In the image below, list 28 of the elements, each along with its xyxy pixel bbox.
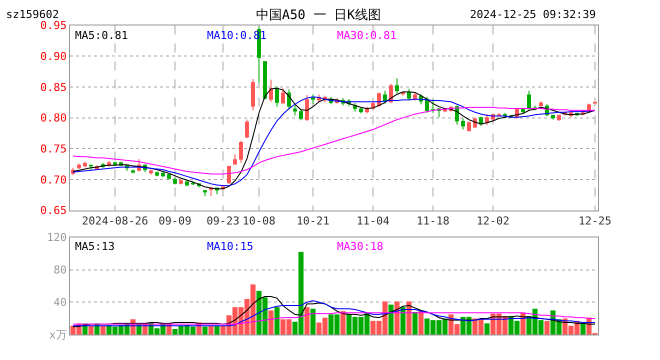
x-tick-label: 09-09 xyxy=(158,214,192,228)
text: sz159602 xyxy=(6,8,59,21)
text: MA30:0.81 xyxy=(337,29,397,42)
x-tick-label: 10-08 xyxy=(242,214,276,228)
text: MA5:0.81 xyxy=(75,29,128,42)
text: MA5:13 xyxy=(75,240,115,253)
x-tick-label: 10-21 xyxy=(296,214,330,228)
x-tick-label: 2024-08-26 xyxy=(82,214,148,228)
y-tick-label: 0.75 xyxy=(40,142,67,156)
x-tick-label: 12-25 xyxy=(578,214,612,228)
y-tick-label: 0.85 xyxy=(40,80,67,94)
y-tick-label: 0.70 xyxy=(40,173,67,186)
y-tick-label: 120 xyxy=(46,231,67,244)
y-tick-label: x万 xyxy=(49,328,67,342)
text: MA10:15 xyxy=(207,240,254,253)
text: 2024-12-25 09:32:39 xyxy=(470,8,596,21)
chart-title: 中国A50 一 日K线图 xyxy=(256,8,381,23)
x-tick-label: 12-02 xyxy=(476,214,510,228)
x-tick-label: 11-04 xyxy=(356,214,390,228)
x-tick-label: 11-18 xyxy=(416,214,450,228)
y-tick-label: 40 xyxy=(54,296,67,310)
y-tick-label: 0.65 xyxy=(40,204,67,218)
text: MA30:18 xyxy=(337,240,384,253)
y-tick-label: 0.95 xyxy=(40,19,67,32)
x-tick-label: 09-23 xyxy=(206,214,240,228)
y-tick-label: 0.80 xyxy=(40,112,67,125)
y-tick-label: 0.90 xyxy=(40,50,67,63)
y-tick-label: 80 xyxy=(54,264,67,277)
